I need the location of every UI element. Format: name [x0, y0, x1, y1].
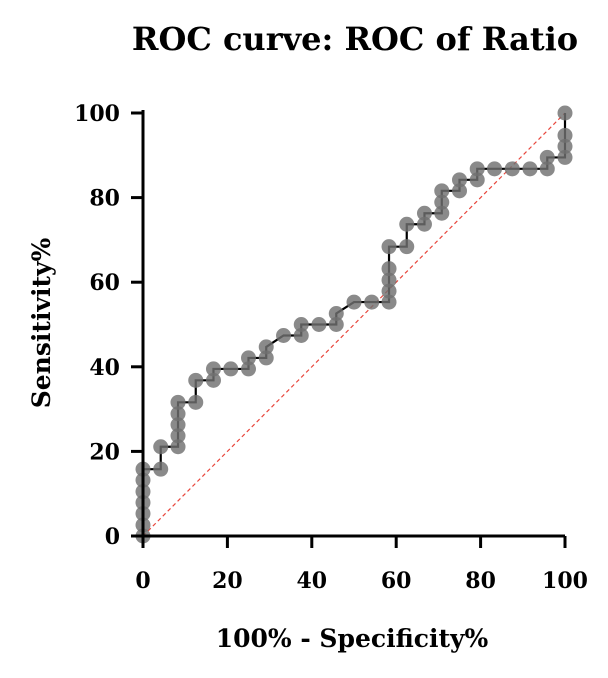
y-tick-label: 40 — [89, 355, 120, 381]
x-tick-label: 40 — [296, 568, 327, 594]
y-tick-label: 20 — [89, 439, 120, 465]
roc-point — [487, 161, 503, 177]
roc-point — [170, 417, 186, 433]
roc-point — [434, 205, 450, 221]
x-axis-ticks: 0 20 40 60 80 100 — [135, 536, 588, 594]
roc-point — [346, 294, 362, 310]
roc-points-layer — [135, 105, 573, 544]
roc-point — [205, 361, 221, 377]
x-tick-label: 60 — [381, 568, 412, 594]
reference-line-layer — [142, 112, 566, 537]
roc-point — [416, 205, 432, 221]
roc-point — [557, 127, 573, 143]
roc-point — [205, 372, 221, 388]
roc-point — [539, 161, 555, 177]
roc-point — [381, 294, 397, 310]
roc-point — [241, 350, 256, 366]
roc-point — [557, 149, 573, 165]
roc-point — [469, 172, 485, 188]
roc-point — [539, 149, 555, 165]
roc-point — [452, 183, 467, 199]
roc-point — [399, 239, 415, 255]
roc-point — [170, 428, 186, 444]
roc-point — [188, 394, 204, 410]
roc-point — [170, 439, 186, 455]
x-tick-label: 80 — [465, 568, 496, 594]
roc-point — [328, 306, 344, 322]
roc-point — [557, 105, 573, 121]
reference-diagonal-line — [142, 112, 566, 537]
y-tick-label: 100 — [74, 101, 120, 127]
x-tick-label: 0 — [135, 568, 150, 594]
roc-point — [153, 439, 169, 455]
roc-point — [522, 161, 538, 177]
y-axis-ticks: 0 20 40 60 80 100 — [74, 101, 143, 550]
roc-point — [399, 216, 415, 232]
chart-title: ROC curve: ROC of Ratio — [132, 20, 578, 58]
roc-point — [434, 194, 450, 210]
roc-point — [276, 327, 292, 343]
roc-point — [381, 261, 397, 277]
roc-point — [311, 317, 327, 332]
roc-point — [381, 283, 397, 299]
roc-point — [416, 216, 432, 232]
roc-point — [381, 272, 397, 288]
roc-point — [381, 239, 397, 255]
y-tick-label: 0 — [105, 524, 120, 550]
x-tick-label: 100 — [542, 568, 588, 594]
roc-point — [293, 317, 309, 332]
roc-point — [153, 461, 169, 477]
roc-point — [452, 172, 467, 188]
roc-point — [223, 361, 239, 377]
roc-point — [293, 327, 309, 343]
roc-point — [504, 161, 520, 177]
roc-point — [258, 350, 274, 366]
roc-point — [328, 317, 344, 332]
roc-point — [364, 294, 380, 310]
roc-point — [557, 138, 573, 154]
roc-point — [188, 372, 204, 388]
roc-point — [469, 161, 485, 177]
x-axis-label: 100% - Specificity% — [216, 624, 489, 653]
roc-point — [170, 406, 186, 422]
y-tick-label: 60 — [89, 270, 120, 296]
x-tick-label: 20 — [212, 568, 243, 594]
roc-point — [258, 339, 274, 355]
y-axis-label: Sensitivity% — [27, 237, 56, 408]
roc-point — [170, 394, 186, 410]
roc-point — [434, 183, 450, 199]
y-tick-label: 80 — [89, 186, 120, 212]
roc-point — [241, 361, 256, 377]
